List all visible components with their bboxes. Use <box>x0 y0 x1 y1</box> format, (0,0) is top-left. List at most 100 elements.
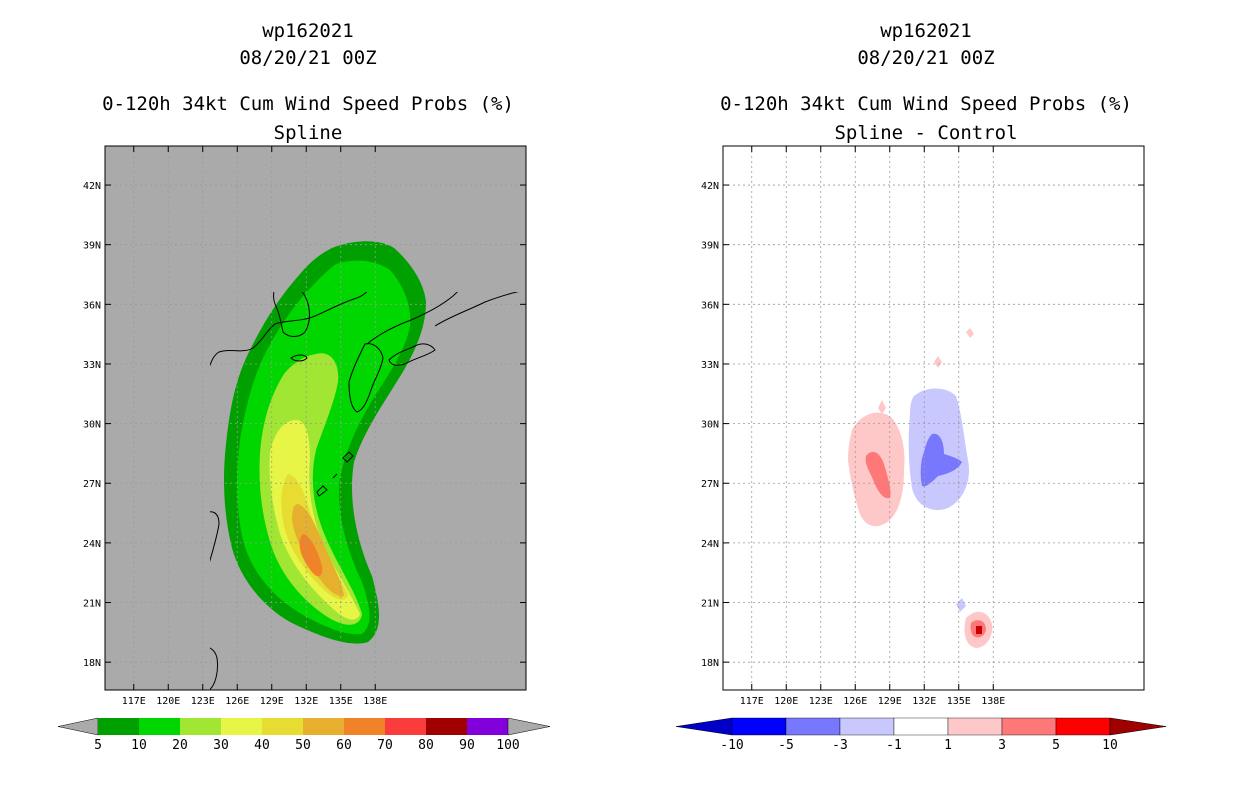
x-tick-label: 138E <box>363 696 387 707</box>
colorbar-label: -1 <box>886 738 902 753</box>
x-tick-label: 126E <box>843 696 867 707</box>
right-contour-pos1-peak <box>878 400 886 414</box>
colorbar-left-arrow <box>57 717 99 736</box>
colorbar-label: 80 <box>418 738 434 753</box>
colorbar-label: 100 <box>496 738 519 753</box>
right-panel: wp162021 08/20/21 00Z 0-120h 34kt Cum Wi… <box>675 20 1167 753</box>
colorbar-swatch <box>139 718 180 735</box>
left-x-ticks: 117E 120E 123E 126E 129E 132E 135E 138E <box>122 146 387 707</box>
left-storm-id: wp162021 <box>262 20 354 42</box>
y-tick-label: 42N <box>701 181 719 192</box>
x-tick-label: 117E <box>122 696 146 707</box>
right-title: 0-120h 34kt Cum Wind Speed Probs (%) <box>720 93 1132 115</box>
left-map-frame <box>104 145 527 691</box>
y-tick-label: 21N <box>83 599 101 610</box>
left-title: 0-120h 34kt Cum Wind Speed Probs (%) <box>102 93 514 115</box>
colorbar-swatch <box>1001 717 1057 736</box>
colorbar-label: 3 <box>998 738 1006 753</box>
left-panel: wp162021 08/20/21 00Z 0-120h 34kt Cum Wi… <box>57 20 551 753</box>
x-tick-label: 126E <box>225 696 249 707</box>
y-tick-label: 18N <box>701 658 719 669</box>
y-tick-label: 42N <box>83 181 101 192</box>
colorbar-swatch <box>98 718 139 735</box>
colorbar-swatch <box>262 718 303 735</box>
y-tick-label: 30N <box>83 420 101 431</box>
y-tick-label: 27N <box>83 479 101 490</box>
left-subtitle: Spline <box>274 122 343 144</box>
colorbar-label: 60 <box>336 738 352 753</box>
y-tick-label: 24N <box>83 539 101 550</box>
colorbar-right-arrow <box>1109 717 1167 736</box>
right-x-ticks: 117E 120E 123E 126E 129E 132E 135E 138E <box>740 146 1005 707</box>
x-tick-label: 138E <box>981 696 1005 707</box>
right-contour-pos1-north <box>934 356 942 368</box>
right-contour-pos3 <box>865 451 891 499</box>
colorbar-label: -10 <box>720 738 743 753</box>
colorbar-label: 10 <box>131 738 147 753</box>
colorbar-label: -5 <box>778 738 794 753</box>
y-tick-label: 39N <box>701 241 719 252</box>
colorbar-swatch <box>426 718 467 735</box>
x-tick-label: 132E <box>294 696 318 707</box>
right-datetime: 08/20/21 00Z <box>857 47 994 69</box>
left-contour-60 <box>299 534 323 577</box>
x-tick-label: 120E <box>774 696 798 707</box>
colorbar-label: 20 <box>172 738 188 753</box>
x-tick-label: 117E <box>740 696 764 707</box>
colorbar-label: 1 <box>944 738 952 753</box>
left-y-ticks: 18N 21N 24N 27N 30N 33N 36N 39N 42N <box>83 181 526 669</box>
colorbar-swatch <box>303 718 344 735</box>
colorbar-label: 10 <box>1102 738 1118 753</box>
right-subtitle: Spline - Control <box>834 122 1017 144</box>
left-contour-50 <box>292 504 344 597</box>
left-contour-20 <box>259 353 362 625</box>
x-tick-label: 129E <box>878 696 902 707</box>
y-tick-label: 39N <box>83 241 101 252</box>
colorbar-swatch <box>180 718 221 735</box>
colorbar-right-arrow <box>507 717 551 736</box>
y-tick-label: 36N <box>701 300 719 311</box>
colorbar-label: 40 <box>254 738 270 753</box>
right-contour-neg5 <box>920 433 962 487</box>
x-tick-label: 129E <box>260 696 284 707</box>
colorbar-label: 5 <box>94 738 102 753</box>
y-tick-label: 30N <box>701 420 719 431</box>
x-tick-label: 123E <box>191 696 215 707</box>
colorbar-label: -3 <box>832 738 848 753</box>
colorbar-label: 70 <box>377 738 393 753</box>
right-map-frame <box>722 145 1145 691</box>
colorbar-label: 50 <box>295 738 311 753</box>
colorbar-swatch <box>785 717 841 736</box>
colorbar-swatch <box>221 718 262 735</box>
colorbar-swatch <box>947 717 1003 736</box>
right-grid <box>723 146 1144 690</box>
y-tick-label: 36N <box>83 300 101 311</box>
left-contour-30 <box>269 419 360 620</box>
x-tick-label: 135E <box>329 696 353 707</box>
colorbar-swatch <box>1055 717 1111 736</box>
colorbar-label: 30 <box>213 738 229 753</box>
colorbar-label: 90 <box>459 738 475 753</box>
colorbar-label: 5 <box>1052 738 1060 753</box>
x-tick-label: 135E <box>947 696 971 707</box>
colorbar-swatch <box>839 717 895 736</box>
y-tick-label: 33N <box>701 360 719 371</box>
left-grid <box>105 146 526 690</box>
colorbar-swatch <box>385 718 426 735</box>
right-contour-pos1-north2 <box>966 328 974 338</box>
colorbar-left-arrow <box>675 717 733 736</box>
right-difference-field <box>848 328 993 648</box>
right-contour-pos10-south <box>976 626 982 634</box>
colorbar-swatch <box>467 718 508 735</box>
colorbar-swatch <box>893 717 949 736</box>
right-y-ticks: 18N 21N 24N 27N 30N 33N 36N 39N 42N <box>701 181 1144 669</box>
x-tick-label: 132E <box>912 696 936 707</box>
x-tick-label: 123E <box>809 696 833 707</box>
left-colorbar: 5 10 20 30 40 50 60 70 80 90 100 <box>57 717 551 753</box>
colorbar-swatch <box>731 717 787 736</box>
colorbar-swatch <box>344 718 385 735</box>
right-storm-id: wp162021 <box>880 20 972 42</box>
y-tick-label: 27N <box>701 479 719 490</box>
y-tick-label: 33N <box>83 360 101 371</box>
